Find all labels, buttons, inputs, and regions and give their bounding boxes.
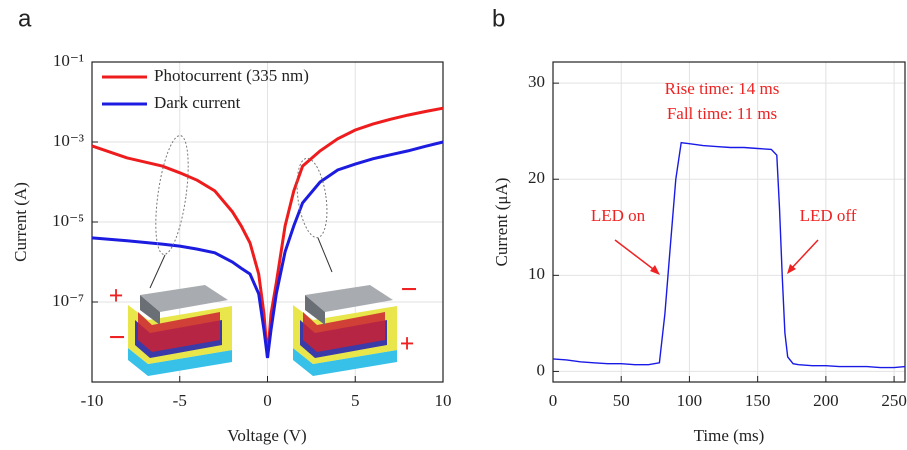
x-tick-label: -5 <box>173 391 187 410</box>
annotation: + <box>400 329 415 358</box>
series-line <box>552 141 906 369</box>
x-tick-label: 10 <box>435 391 452 410</box>
x-tick-label: 0 <box>263 391 272 410</box>
highlight-ellipse <box>296 157 328 239</box>
x-tick-label: -10 <box>81 391 104 410</box>
y-axis-label: Current (μA) <box>492 178 511 267</box>
y-tick-label: 0 <box>537 360 546 379</box>
plot-frame <box>552 61 906 383</box>
device-inset <box>128 285 232 376</box>
annotation: − <box>400 273 417 306</box>
x-tick-label: 200 <box>813 391 839 410</box>
x-axis-label: Time (ms) <box>694 426 765 445</box>
arrowhead <box>787 264 796 274</box>
annotation: + <box>109 281 124 310</box>
arrow <box>614 239 658 273</box>
series-line <box>91 140 444 359</box>
annotation: LED off <box>800 206 857 225</box>
annotation: Rise time: 14 ms <box>665 79 780 98</box>
highlight-ellipse <box>155 135 189 255</box>
annotation: − <box>108 321 125 354</box>
y-tick-label: 10⁻¹ <box>53 51 84 70</box>
x-axis-label: Voltage (V) <box>227 426 306 445</box>
y-tick-label: 10⁻⁵ <box>52 211 84 230</box>
x-tick-label: 0 <box>549 391 558 410</box>
y-tick-label: 10⁻³ <box>53 131 84 150</box>
y-tick-label: 10⁻⁷ <box>52 291 84 310</box>
device-inset <box>293 285 397 376</box>
y-axis-label: Current (A) <box>11 182 30 262</box>
series-line <box>91 106 444 359</box>
y-tick-label: 20 <box>528 168 545 187</box>
panel-label: a <box>18 5 32 32</box>
x-tick-label: 50 <box>613 391 630 410</box>
arrow <box>789 239 819 271</box>
x-tick-label: 5 <box>351 391 360 410</box>
legend-label: Dark current <box>154 93 241 112</box>
annotation: LED on <box>591 206 646 225</box>
annotation: Fall time: 11 ms <box>667 104 777 123</box>
decorations <box>128 135 819 376</box>
plot-frame <box>91 61 444 383</box>
y-tick-label: 10 <box>528 264 545 283</box>
y-tick-label: 30 <box>528 72 545 91</box>
x-tick-label: 100 <box>677 391 703 410</box>
panel-label: b <box>492 5 505 32</box>
x-tick-label: 150 <box>745 391 771 410</box>
arrow <box>317 237 333 273</box>
x-tick-label: 250 <box>881 391 907 410</box>
legend-label: Photocurrent (335 nm) <box>154 66 309 85</box>
arrow <box>149 254 166 289</box>
arrowhead <box>650 265 660 275</box>
